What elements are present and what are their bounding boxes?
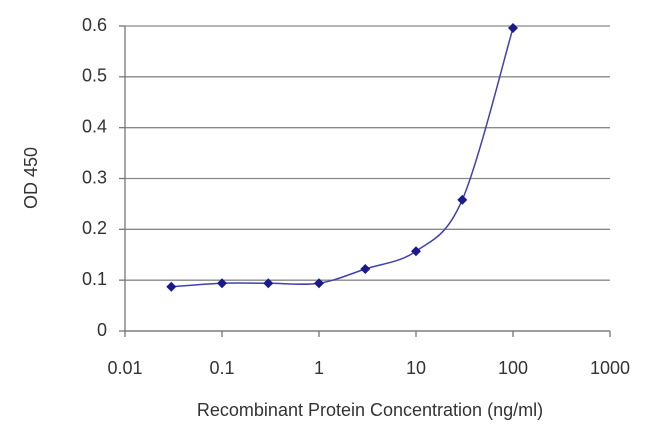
data-point (508, 23, 518, 34)
y-tick-label: 0.2 (82, 218, 107, 238)
x-tick-label: 1 (314, 358, 324, 378)
data-point (411, 246, 421, 257)
x-axis-title: Recombinant Protein Concentration (ng/ml… (197, 400, 543, 420)
data-point (166, 281, 177, 292)
y-tick-label: 0.4 (82, 116, 107, 136)
data-line (171, 27, 514, 288)
data-point (457, 194, 468, 205)
data-point (217, 278, 227, 289)
y-tick-label: 0.5 (82, 66, 107, 86)
data-point (360, 263, 371, 274)
y-tick-label: 0.3 (82, 167, 107, 187)
x-tick-label: 100 (498, 358, 528, 378)
x-tick-label: 1000 (590, 358, 630, 378)
x-tick-label: 0.01 (107, 358, 142, 378)
y-tick-label: 0.1 (82, 269, 107, 289)
x-tick-label: 10 (406, 358, 426, 378)
y-tick-label: 0.6 (82, 15, 107, 35)
data-point (314, 278, 324, 289)
y-tick-label: 0 (97, 320, 107, 340)
y-axis-title: OD 450 (21, 147, 41, 209)
x-tick-label: 0.1 (209, 358, 234, 378)
data-point (263, 278, 274, 289)
